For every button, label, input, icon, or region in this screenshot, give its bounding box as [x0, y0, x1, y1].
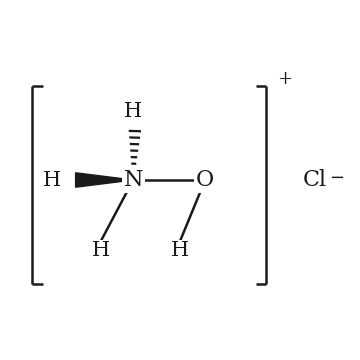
Text: H: H — [43, 171, 61, 189]
Text: H: H — [124, 102, 142, 121]
Text: −: − — [329, 169, 344, 187]
Text: O: O — [196, 169, 214, 191]
Text: Cl: Cl — [303, 169, 327, 191]
Text: N: N — [123, 169, 143, 191]
Polygon shape — [76, 173, 133, 187]
Text: H: H — [171, 241, 189, 260]
Text: H: H — [92, 241, 110, 260]
Text: +: + — [277, 70, 292, 88]
